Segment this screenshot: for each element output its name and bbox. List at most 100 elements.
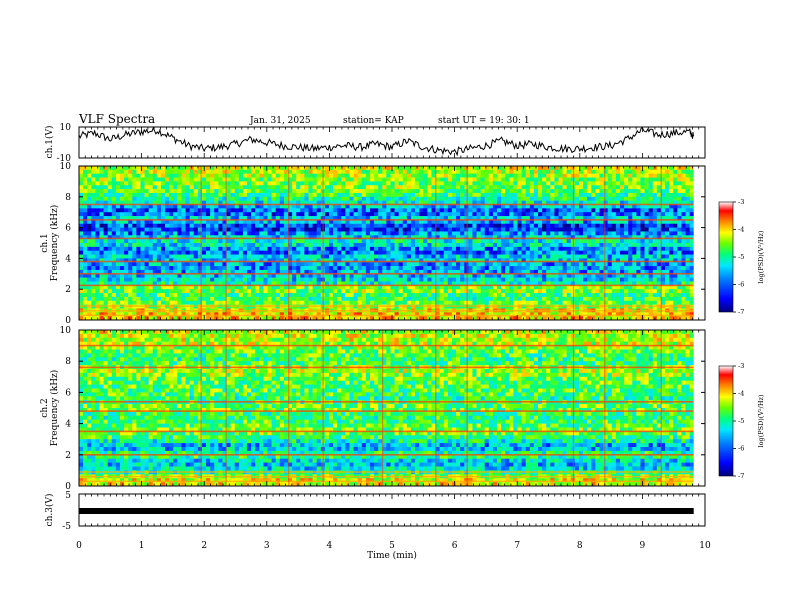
ch1-spectrogram-cell — [660, 216, 666, 221]
ch1-spectrogram-cell — [415, 289, 420, 294]
ch1-spectrogram-cell — [210, 273, 215, 278]
ch1-spectrogram-cell — [673, 281, 678, 286]
ch1-spectrogram-cell — [431, 181, 436, 186]
ch1-spectrogram-cell — [460, 250, 465, 255]
ch1-spectrogram-cell — [451, 266, 457, 271]
ch1-spectrogram-cell — [361, 258, 367, 263]
ch1-spectrogram-cell — [361, 246, 367, 251]
ch1-spectrogram-cell — [615, 243, 621, 248]
ch1-spectrogram-cell — [603, 289, 608, 294]
ch1-spectrogram-cell — [296, 216, 301, 221]
ch1-spectrogram-cell — [361, 235, 367, 240]
ch1-spectrogram-cell — [484, 177, 490, 182]
ch1-spectrogram-cell — [476, 285, 481, 290]
ch1-spectrogram-cell — [406, 231, 412, 236]
ch1-spectrogram-cell — [140, 196, 145, 201]
ch1-spectrogram-cell — [583, 273, 588, 278]
ch1-spectrogram-cell — [402, 235, 408, 240]
ch1-spectrogram-cell — [214, 258, 219, 263]
ch1-spectrogram-cell — [685, 258, 690, 263]
ch1-spectrogram-cell — [300, 219, 305, 225]
ch1-spectrogram-cell — [578, 273, 584, 278]
ch1-spectrogram-cell — [611, 289, 617, 294]
ch1-spectrogram-cell — [632, 204, 637, 209]
ch1-spectrogram-cell — [640, 281, 645, 286]
ch1-spectrogram-cell — [398, 208, 404, 213]
ch1-spectrogram-cell — [406, 212, 412, 217]
ch1-spectrogram-cell — [288, 189, 293, 194]
ch1-spectrogram-cell — [177, 239, 182, 244]
ch1-spectrogram-cell — [554, 177, 559, 182]
ch1-spectrogram-cell — [562, 235, 567, 240]
ch1-spectrogram-cell — [472, 223, 477, 228]
ch1-spectrogram-cell — [492, 185, 498, 190]
ch1-spectrogram-cell — [197, 266, 203, 271]
ch1-spectrogram-cell — [615, 219, 621, 225]
ch1-spectrogram-cell — [583, 204, 588, 209]
ch1-spectrogram-cell — [95, 262, 100, 267]
ch1-spectrogram-cell — [435, 177, 440, 182]
ch1-spectrogram-cell — [136, 293, 141, 298]
ch1-spectrogram-cell — [542, 204, 547, 209]
ch1-spectrogram-cell — [333, 269, 338, 275]
ch1-spectrogram-cell — [349, 208, 354, 213]
ch1-spectrogram-cell — [333, 254, 338, 259]
ch1-spectrogram-cell — [554, 246, 559, 251]
ch1-spectrogram-cell — [328, 227, 334, 232]
ch1-spectrogram-cell — [578, 173, 584, 178]
ch1-spectrogram-cell — [468, 223, 473, 228]
ch1-spectrogram-cell — [288, 166, 293, 171]
ch1-spectrogram-cell — [177, 254, 182, 259]
ch1-spectrogram-cell — [517, 266, 522, 271]
ch1-spectrogram-cell — [464, 269, 469, 275]
ch1-spectrogram-cell — [283, 285, 289, 290]
ch1-spectrogram-cell — [156, 235, 162, 240]
ch1-spectrogram-cell — [505, 219, 510, 225]
ch1-spectrogram-cell — [169, 185, 174, 190]
ch1-spectrogram-cell — [181, 227, 186, 232]
ch1-spectrogram-cell — [435, 200, 440, 205]
ch1-spectrogram-cell — [324, 173, 330, 178]
ch1-spectrogram-cell — [185, 273, 190, 278]
ch1-spectrogram-cell — [431, 239, 436, 244]
ch1-spectrogram-cell — [423, 289, 428, 294]
ch1-spectrogram-cell — [451, 250, 457, 255]
ch1-spectrogram-cell — [140, 254, 145, 259]
ch1-spectrogram-cell — [341, 250, 346, 255]
ch1-spectrogram-cell — [337, 269, 342, 275]
ch1-spectrogram-cell — [517, 277, 522, 282]
ch1-spectrogram-cell — [636, 285, 641, 290]
ch1-spectrogram-cell — [501, 246, 506, 251]
ch1-spectrogram-cell — [156, 223, 162, 228]
ch1-spectrogram-cell — [665, 173, 670, 178]
ch1-spectrogram-cell — [111, 169, 117, 174]
ch1-spectrogram-cell — [140, 239, 145, 244]
ch1-spectrogram-cell — [386, 177, 391, 182]
ch1-spectrogram-cell — [497, 285, 502, 290]
ch1-spectrogram-cell — [177, 277, 182, 282]
ch1-spectrogram-cell — [230, 273, 236, 278]
ch1-spectrogram-cell — [181, 246, 186, 251]
ch1-spectrogram-cell — [312, 277, 317, 282]
ch1-spectrogram-cell — [636, 246, 641, 251]
ch1-spectrogram-cell — [665, 266, 670, 271]
ch1-spectrogram-cell — [533, 273, 539, 278]
ch1-spectrogram-cell — [456, 208, 461, 213]
ch1-spectrogram-cell — [460, 289, 465, 294]
ch1-spectrogram-cell — [328, 258, 334, 263]
ch1-spectrogram-cell — [599, 281, 604, 286]
ch1-spectrogram-cell — [283, 169, 289, 174]
ch1-spectrogram-cell — [177, 289, 182, 294]
ch1-spectrogram-cell — [574, 266, 580, 271]
ch1-spectrogram-cell — [83, 177, 88, 182]
ch1-spectrogram-cell — [427, 196, 432, 201]
ch1-spectrogram-cell — [247, 185, 252, 190]
ch1-spectrogram-cell — [398, 169, 404, 174]
ch1-spectrogram-cell — [353, 208, 358, 213]
ch1-spectrogram-cell — [238, 239, 244, 244]
ch1-spectrogram-cell — [484, 285, 490, 290]
ch1-spectrogram-cell — [95, 277, 100, 282]
ch1-spectrogram-cell — [542, 219, 547, 225]
ch1-spectrogram-cell — [591, 185, 596, 190]
ch1-spectrogram-cell — [99, 239, 104, 244]
